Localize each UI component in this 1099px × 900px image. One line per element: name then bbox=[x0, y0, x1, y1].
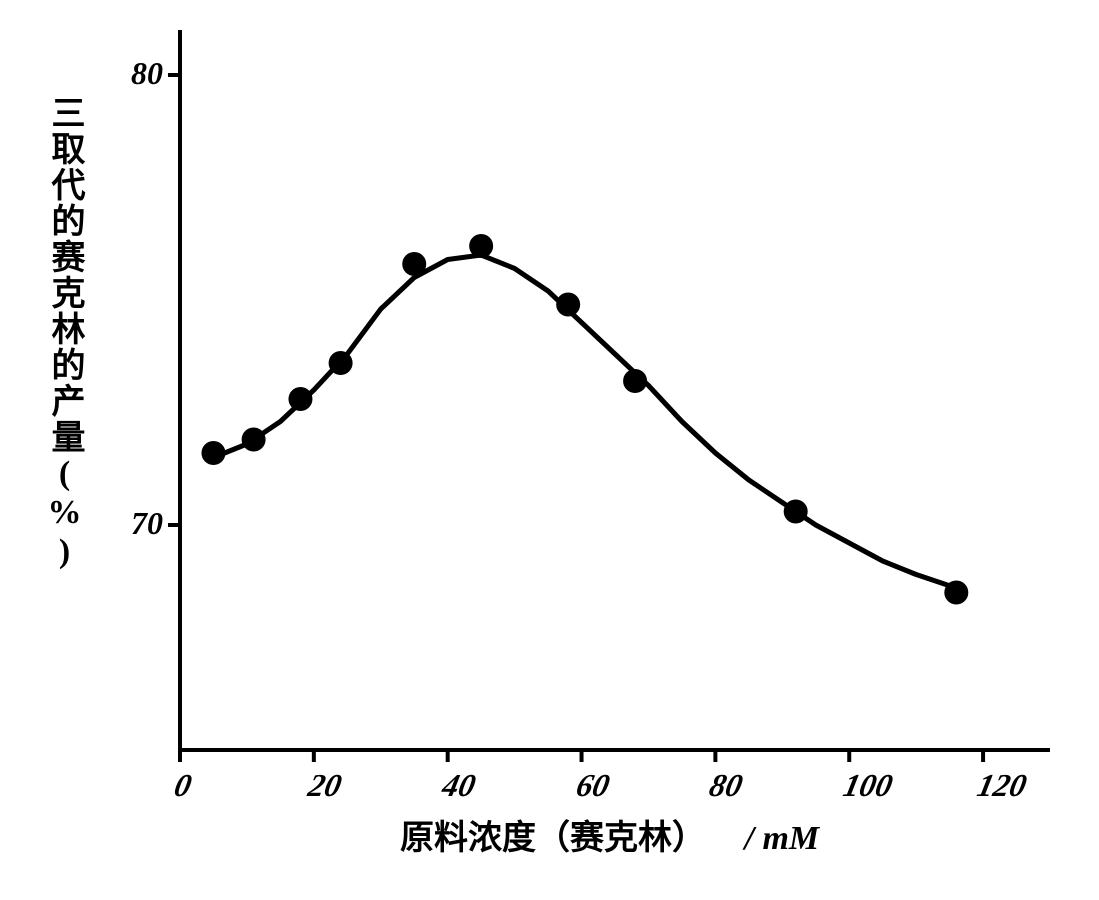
data-point bbox=[201, 441, 225, 465]
data-point bbox=[288, 387, 312, 411]
y-tick-label: 70 bbox=[131, 505, 163, 542]
data-point bbox=[944, 581, 968, 605]
chart-svg bbox=[0, 0, 1099, 895]
data-point bbox=[329, 351, 353, 375]
data-point bbox=[402, 252, 426, 276]
chart-container: 三取代的赛克林的产量(%) 原料浓度（赛克林） / mM 70800204060… bbox=[0, 0, 1099, 895]
x-axis-unit: / mM bbox=[745, 820, 820, 857]
data-point bbox=[556, 293, 580, 317]
x-tick-label: 100 bbox=[840, 767, 896, 804]
y-tick-label: 80 bbox=[131, 55, 163, 92]
data-point bbox=[623, 369, 647, 393]
curve-line bbox=[213, 255, 956, 588]
data-point bbox=[784, 500, 808, 524]
x-axis-label: 原料浓度（赛克林） / mM bbox=[400, 810, 819, 859]
x-axis-label-text: 原料浓度（赛克林） bbox=[400, 820, 706, 857]
data-point bbox=[469, 234, 493, 258]
data-point bbox=[242, 428, 266, 452]
y-axis-label: 三取代的赛克林的产量(%) bbox=[40, 95, 89, 572]
x-tick-label: 120 bbox=[974, 767, 1030, 804]
